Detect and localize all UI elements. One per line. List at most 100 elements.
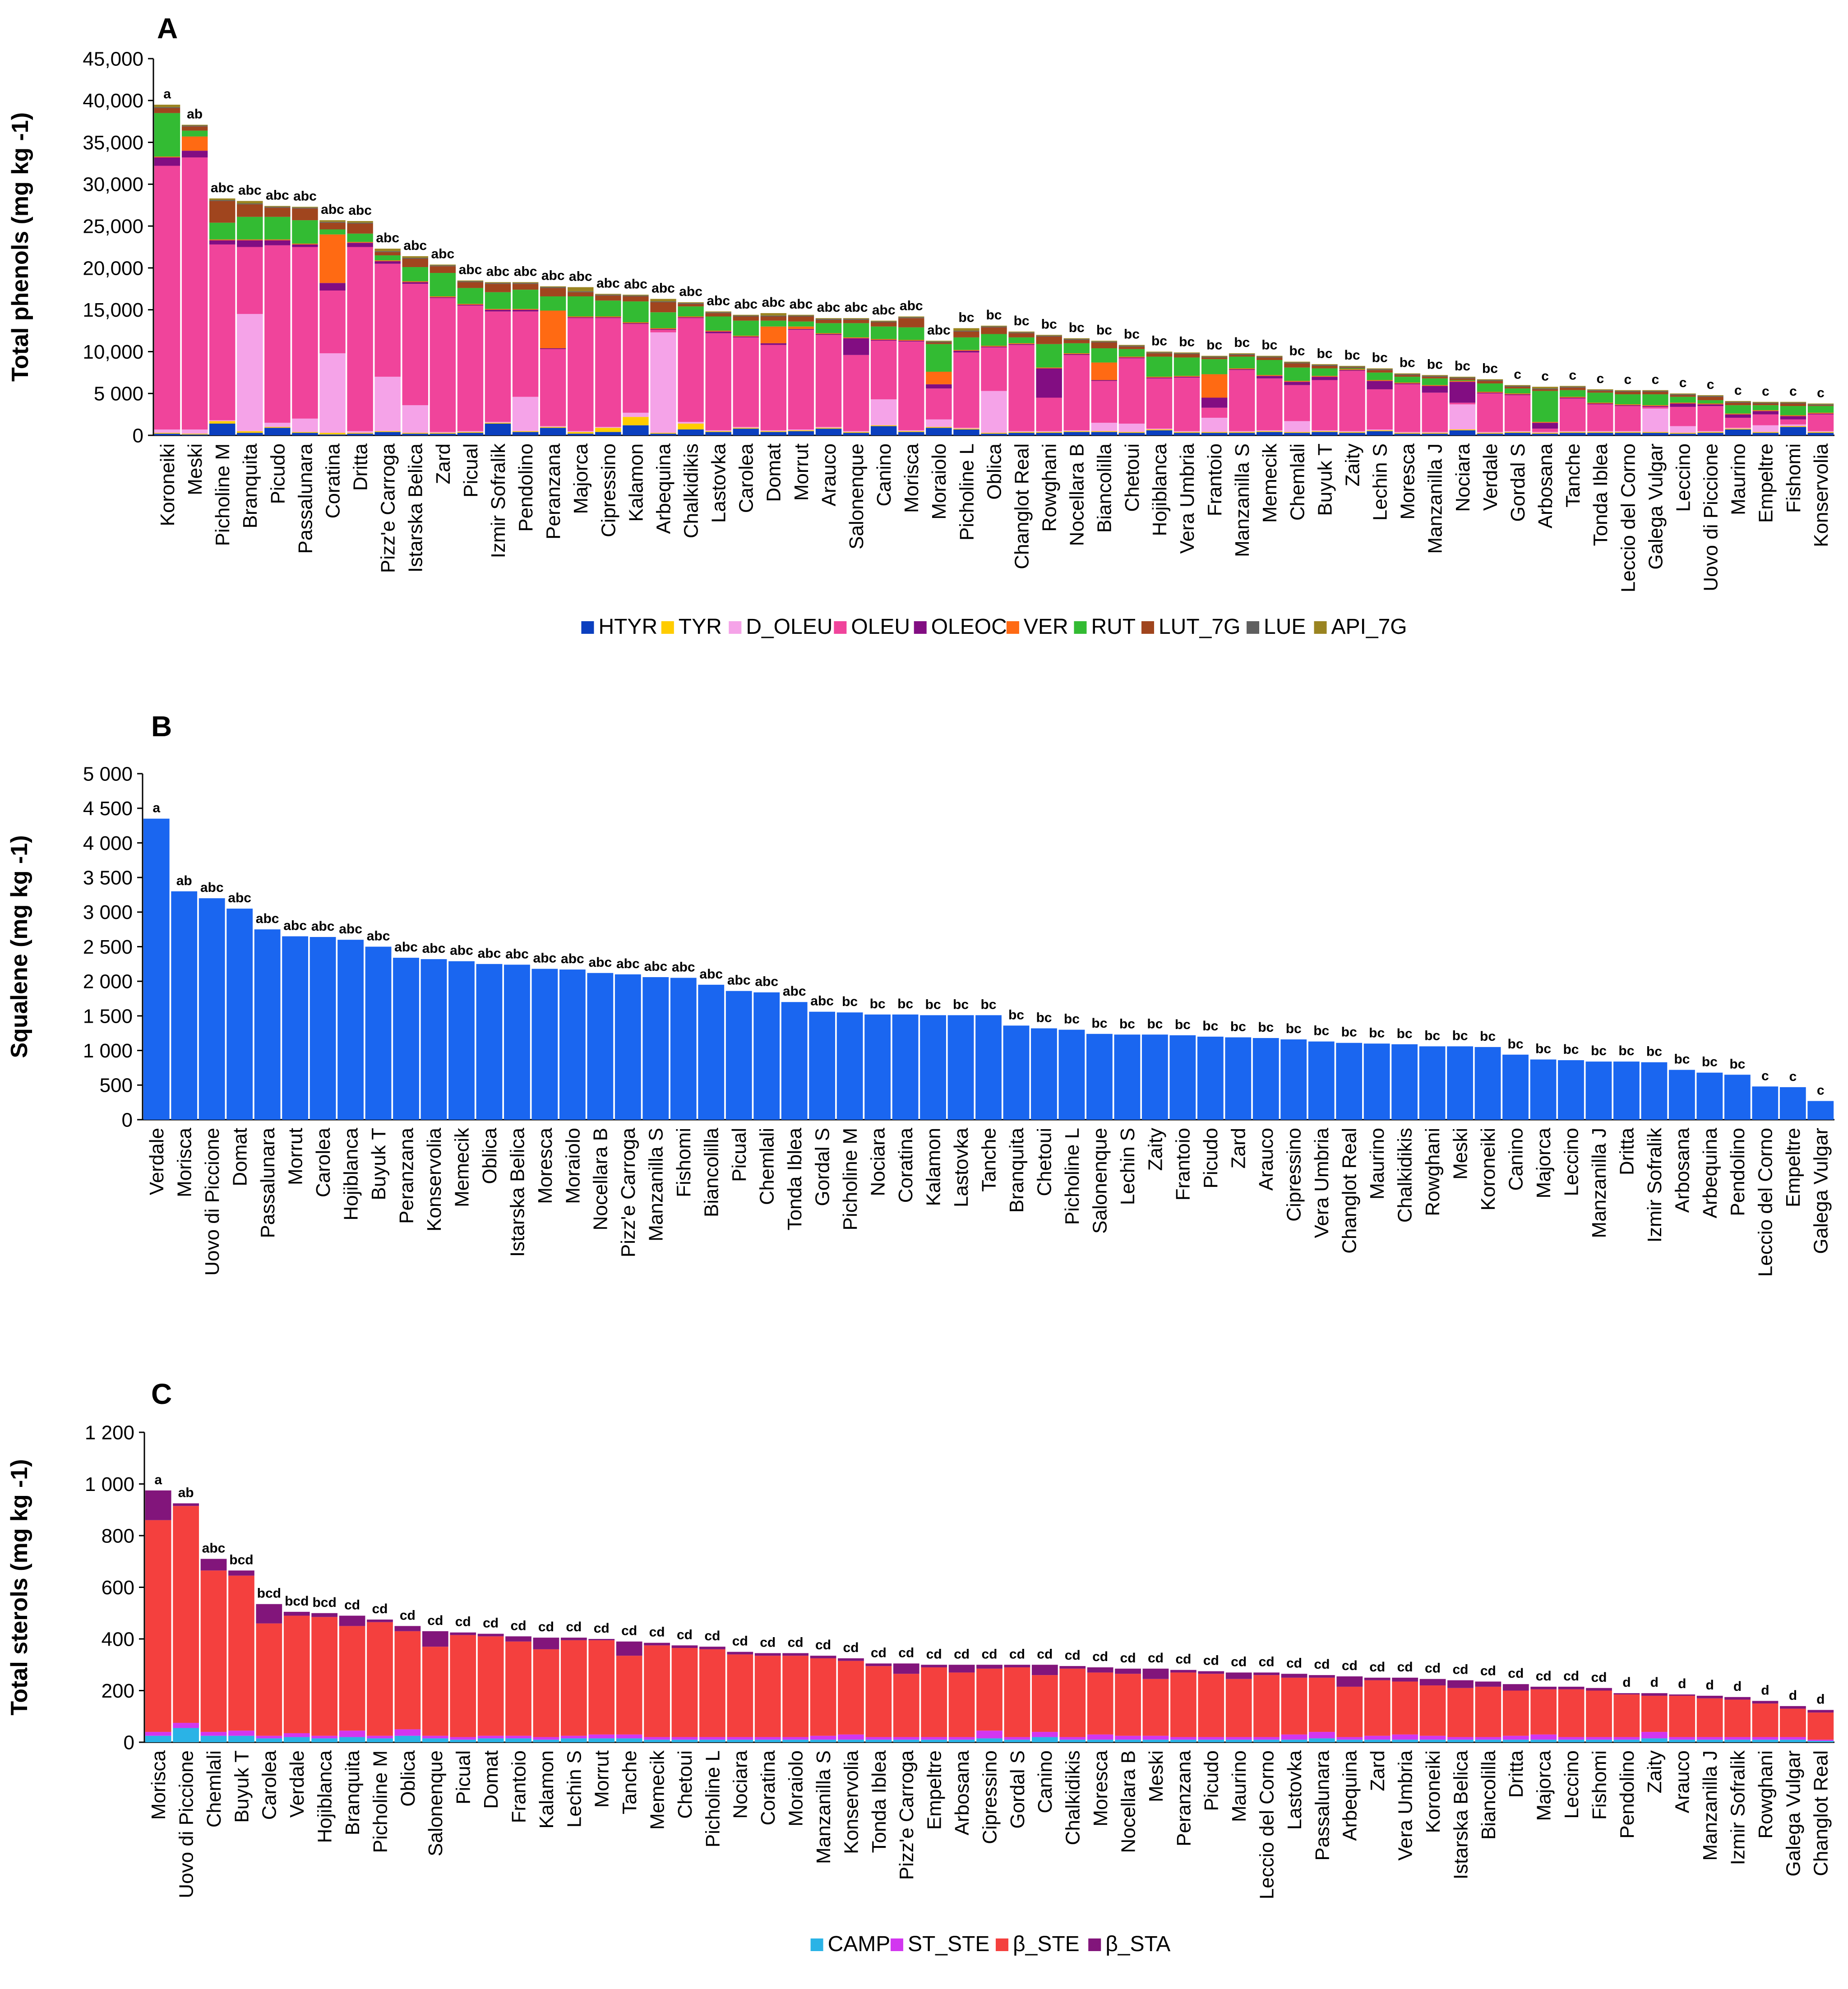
chart-a-bar-segment [374, 251, 401, 252]
chart-a-bar-segment [1229, 369, 1255, 370]
chart-c-y-tick-label: 1 000 [85, 1473, 134, 1495]
chart-a-significance-label: abc [211, 180, 234, 195]
chart-c-category-label: Memecik [646, 1750, 668, 1830]
chart-a-category-label: Istarska Belica [405, 443, 427, 572]
chart-a-category-label: Leccio del Corno [1617, 443, 1639, 592]
chart-a-bar-segment [264, 207, 291, 208]
chart-a-category-label: Manzanilla J [1424, 443, 1446, 554]
chart-b-significance-label: abc [505, 946, 529, 961]
chart-a-bar-segment [1394, 434, 1420, 435]
chart-a-bar-segment [1642, 406, 1668, 409]
chart-a-bar-segment [623, 295, 649, 296]
chart-a-bar-segment [953, 328, 979, 331]
chart-c-category-label: Leccino [1561, 1750, 1583, 1819]
chart-a-bar-segment [1560, 432, 1586, 433]
chart-a-significance-label: bc [1151, 333, 1167, 348]
chart-a-bar-segment [374, 263, 401, 377]
chart-c-category-label: Picholine M [369, 1750, 391, 1853]
chart-c-bar-segment [1336, 1686, 1363, 1737]
chart-a-bar-segment [595, 295, 621, 301]
panel-c: C 0 200 400 600 800 1 000 1 200 Total sterols (… [6, 1378, 1834, 1956]
chart-a-y-axis-label: Total phenols (mg kg -1) [7, 112, 33, 382]
chart-a-bar-segment [237, 217, 263, 240]
chart-b-significance-label: bc [1064, 1012, 1080, 1027]
chart-a-bar-segment [1422, 392, 1448, 432]
chart-b-y-tick-label: 5 000 [83, 763, 133, 785]
chart-a-category-label: Chetoui [1121, 443, 1143, 512]
chart-b-bar [1807, 1101, 1834, 1120]
chart-a-bar-segment [347, 222, 373, 224]
chart-a-category-label: Hojiblanca [1149, 443, 1171, 536]
chart-a-bar-segment [1807, 432, 1834, 433]
chart-b-significance-label: bc [842, 994, 858, 1009]
chart-b-bar [725, 991, 752, 1120]
chart-c-bar-segment [1724, 1699, 1751, 1737]
chart-c-bar-segment [1696, 1740, 1723, 1742]
chart-c-category-label: Nocellara B [1117, 1750, 1139, 1853]
chart-c-significance-label: cd [1563, 1669, 1579, 1684]
chart-c-category-label: Galega Vulgar [1782, 1750, 1804, 1877]
chart-a-bar-segment [733, 314, 759, 316]
chart-a-bar-segment [568, 318, 594, 431]
chart-a-bar-segment [1504, 386, 1531, 387]
chart-b-significance-label: bc [1729, 1057, 1745, 1071]
chart-c-significance-label: d [1761, 1683, 1769, 1698]
chart-c-bar-segment [1807, 1741, 1834, 1742]
chart-b-category-label: Gordal S [812, 1128, 834, 1206]
chart-b-y-tick-label: 4 000 [83, 832, 133, 854]
chart-c-significance-label: cd [483, 1616, 499, 1631]
chart-a-category-label: Uovo di Piccione [1700, 443, 1722, 591]
chart-a-bar-segment [1560, 388, 1586, 390]
chart-a-bar-segment [319, 290, 346, 354]
chart-c-bar-segment [1115, 1740, 1141, 1742]
chart-c-significance-label: cd [566, 1620, 582, 1634]
chart-a-bar-segment [926, 384, 952, 389]
chart-b-bar [1502, 1054, 1529, 1120]
chart-c-bar-segment [616, 1738, 642, 1742]
chart-b-significance-label: bc [1119, 1016, 1135, 1031]
chart-a-bar-segment [595, 318, 621, 427]
chart-c-category-label: Arauco [1672, 1750, 1694, 1813]
chart-a-bar-segment [650, 299, 676, 302]
chart-b-bar [1530, 1059, 1557, 1120]
chart-a-legend-label: LUE [1264, 615, 1306, 639]
chart-a-bar-segment [1780, 424, 1806, 426]
chart-c-category-label: Meski [1145, 1750, 1167, 1802]
chart-c-category-label: Canino [1034, 1750, 1056, 1813]
chart-a-bar-segment [1367, 389, 1393, 430]
chart-a-bar-segment [1670, 397, 1696, 403]
chart-a-bar-segment [209, 201, 236, 223]
chart-a-bar-segment [1257, 432, 1283, 435]
chart-b-significance-label: abc [283, 918, 307, 933]
chart-a-significance-label: abc [569, 269, 592, 284]
chart-a-significance-label: abc [403, 238, 427, 253]
chart-a-bar-segment [292, 247, 318, 419]
chart-a-bar-segment [898, 432, 924, 435]
chart-c-category-label: Verdale [286, 1750, 308, 1818]
chart-c-bar-segment [1225, 1672, 1252, 1679]
chart-a-bar-segment [512, 290, 539, 309]
chart-c-bar-segment [1170, 1670, 1197, 1673]
chart-c-bar-segment [228, 1575, 254, 1731]
chart-a-category-label: Empeltre [1755, 443, 1777, 523]
chart-a-bar-segment [209, 420, 236, 421]
chart-c-bar-segment [1142, 1740, 1169, 1742]
chart-a-bar-segment [1063, 431, 1090, 432]
chart-a-bar-segment [154, 108, 180, 113]
chart-c-significance-label: cd [1259, 1654, 1275, 1669]
chart-c-category-label: Biancolilla [1478, 1750, 1500, 1840]
chart-c-bar-segment [1031, 1737, 1058, 1742]
chart-a-bar-segment [1587, 433, 1613, 435]
chart-a-bar-segment [485, 284, 511, 292]
chart-a-bar-segment [1146, 377, 1173, 378]
chart-a-bar-segment [1063, 340, 1090, 343]
chart-c-bar-segment [1447, 1737, 1474, 1740]
chart-c-bar-segment [1142, 1735, 1169, 1740]
chart-c-bar-segment [1613, 1740, 1640, 1742]
chart-a-significance-label: abc [624, 277, 647, 291]
chart-a-bar-segment [1560, 397, 1586, 398]
chart-a-bar-segment [1449, 404, 1476, 430]
chart-a-bar-segment [650, 328, 676, 329]
chart-a-significance-label: bc [1041, 317, 1057, 332]
chart-b-bar [670, 978, 697, 1120]
